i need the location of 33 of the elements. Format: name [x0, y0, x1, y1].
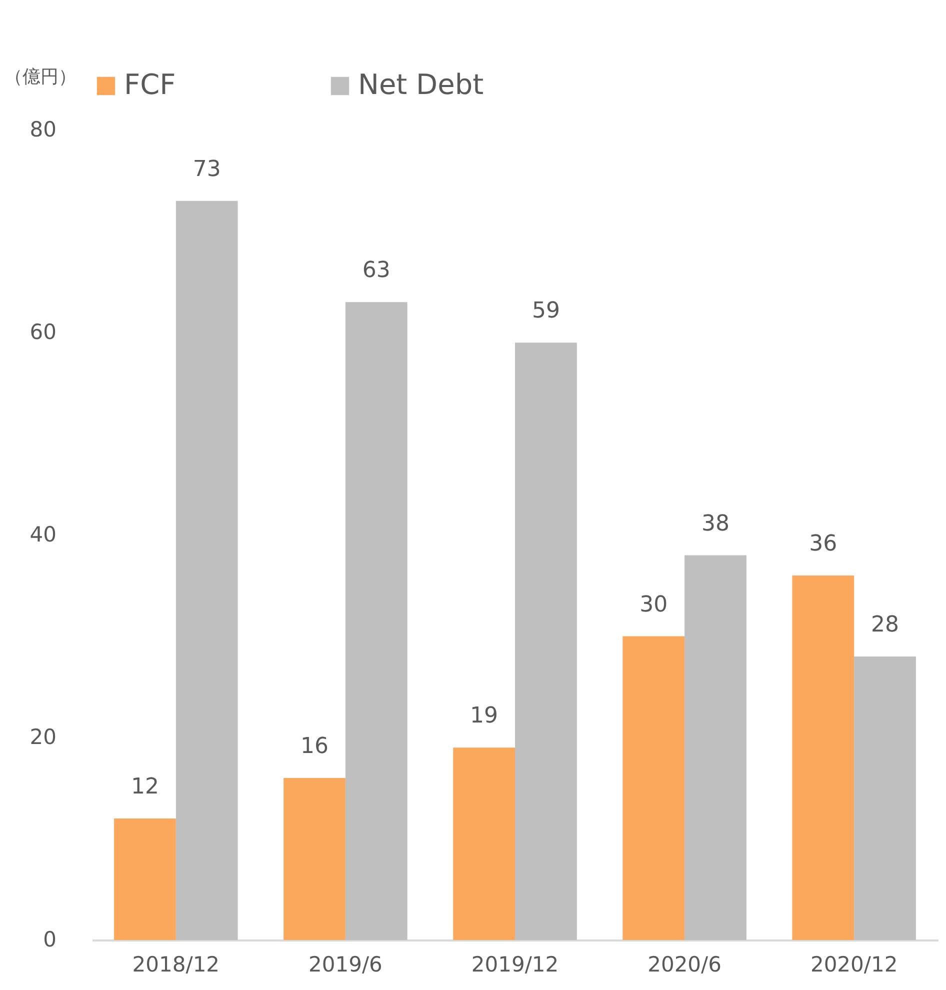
bar [345, 302, 408, 940]
bar [515, 342, 577, 940]
data-label: 19 [470, 704, 498, 729]
y-tick-label: 20 [30, 725, 56, 749]
data-label: 36 [809, 532, 838, 556]
y-axis-title: （億円） [4, 66, 76, 88]
y-tick-label: 0 [43, 928, 56, 952]
data-label: 63 [362, 258, 390, 284]
bar [453, 748, 515, 940]
data-label: 28 [871, 612, 900, 638]
y-tick-label: 40 [30, 522, 56, 546]
data-label: 30 [640, 592, 668, 618]
bar [854, 656, 916, 940]
x-tick-label: 2019/12 [471, 952, 559, 976]
bar [176, 200, 238, 940]
bar [792, 576, 854, 940]
bar [284, 778, 346, 940]
bar [684, 555, 746, 940]
legend-label: FCF [124, 68, 176, 101]
data-label: 16 [300, 734, 329, 759]
data-label: 59 [532, 298, 560, 324]
bar [114, 818, 176, 940]
data-label: 73 [192, 156, 221, 182]
data-label: 12 [130, 774, 159, 800]
x-tick-label: 2019/6 [308, 952, 382, 976]
x-tick-label: 2018/12 [132, 952, 220, 976]
x-tick-label: 2020/6 [648, 952, 722, 976]
bar [622, 636, 685, 940]
y-tick-label: 60 [30, 320, 56, 344]
y-tick-label: 80 [30, 118, 56, 142]
data-label: 38 [701, 511, 730, 536]
x-tick-label: 2020/12 [810, 952, 898, 976]
legend-label: Net Debt [358, 68, 484, 101]
